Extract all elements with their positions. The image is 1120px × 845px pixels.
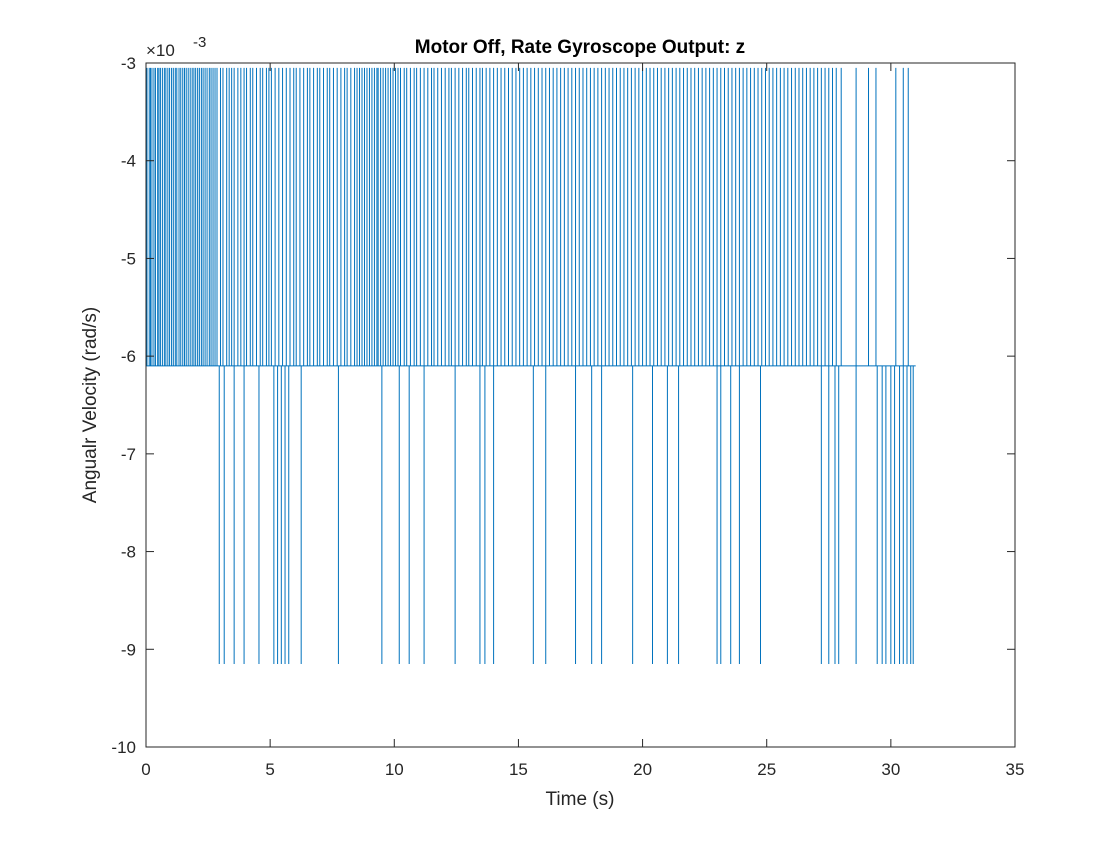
x-tick-label: 0 [141,760,150,779]
x-tick-label: 30 [881,760,900,779]
y-exponent-label: ×10 -3 [146,34,206,60]
y-tick-label: -7 [121,445,136,464]
x-tick-label: 35 [1006,760,1025,779]
chart-title: Motor Off, Rate Gyroscope Output: z [415,37,745,58]
y-tick-label: -8 [121,543,136,562]
y-tick-label: -9 [121,640,136,659]
y-axis-label: Angualr Velocity (rad/s) [80,307,101,503]
y-exponent-power: -3 [193,34,206,51]
y-exponent-base: ×10 [146,41,175,60]
y-tick-label: -4 [121,152,136,171]
x-tick-label: 20 [633,760,652,779]
x-tick-label: 5 [265,760,274,779]
y-tick-label: -3 [121,54,136,73]
x-tick-label: 15 [509,760,528,779]
x-tick-label: 25 [757,760,776,779]
y-tick-label: -10 [111,738,136,757]
x-tick-label: 10 [385,760,404,779]
axes-box [145,62,1016,748]
y-tick-label: -5 [121,249,136,268]
ticks: 0 5 10 15 20 25 30 35 -3 -4 -5 -6 -7 -8 -9 -10 [111,54,1024,779]
x-axis-label: Time (s) [546,789,615,810]
y-tick-label: -6 [121,347,136,366]
plot-area [146,67,916,664]
